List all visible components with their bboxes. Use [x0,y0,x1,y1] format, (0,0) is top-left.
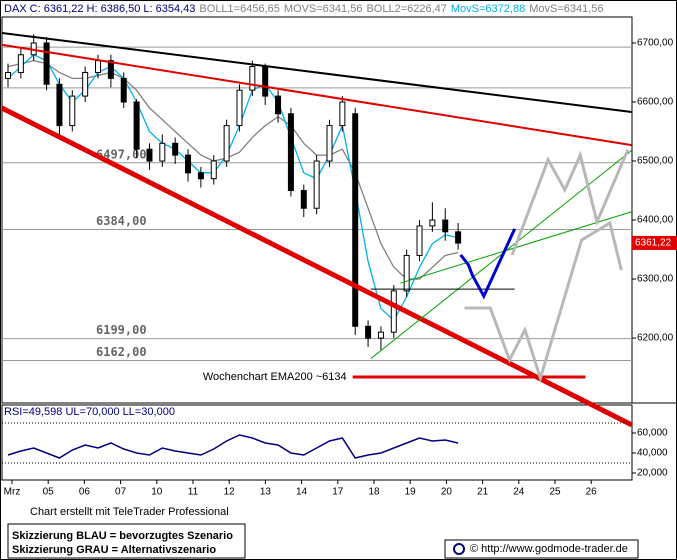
candle-body [107,60,114,79]
candle-body [313,160,320,209]
header-item: DAX C: 6361,22 H: 6386,50 L: 6354,43 [4,3,195,15]
candle-body [172,142,179,156]
rsi-panel [1,404,633,481]
scenario-path [459,228,517,300]
header-item: BOLL1=6456,65 [199,3,279,15]
candle-body [377,331,384,339]
trendline [2,31,632,114]
candle-body [197,172,204,180]
candle-body [326,125,333,162]
rsi-tick-label: 40,000 [637,448,668,459]
candle-body [133,101,140,150]
last-price-box [632,235,677,250]
y-tick-label: 6500,00 [637,156,674,167]
candle-body [275,95,282,115]
x-tick-label: 10 [151,487,163,498]
candle-body [69,95,76,127]
level-label: 6384,00 [96,214,147,228]
y-tick-label: 6300,00 [637,274,674,285]
y-tick-label: 6400,00 [637,215,674,226]
rsi-tick-label: 60,000 [637,428,668,439]
trendline [2,43,632,147]
source-icon [453,543,465,555]
candle-body [455,231,462,244]
x-tick-label: 11 [188,487,199,498]
header-item: MovS=6372,88 [451,3,525,15]
header: DAX C: 6361,22 H: 6386,50 L: 6354,43 BOLL… [4,3,604,15]
candle-body [159,142,166,162]
header-item: MovS=6341,56 [529,3,603,15]
candle-body [390,290,397,333]
candle-body [249,66,256,91]
candle-body [146,148,153,162]
source: © http://www.godmode-trader.de [470,543,628,555]
candle-body [95,60,102,73]
candle-body [56,83,63,127]
x-tick-label: 14 [296,487,308,498]
x-tick-label: 21 [477,487,489,498]
x-tick-label: Mrz [4,487,21,498]
trendline [0,105,633,428]
header-item: BOLL2=6226,47 [366,3,446,15]
scenario-path [464,220,623,384]
x-tick-label: 19 [405,487,417,498]
candle-body [339,101,346,127]
candle-body [223,125,230,162]
candle-body [43,42,50,85]
candle-body [429,219,436,227]
y-tick-label: 6200,00 [637,333,674,344]
y-tick-label: 6600,00 [637,97,674,108]
ema200-label: Wochenchart EMA200 ~6134 [203,371,347,383]
candle-body [5,71,11,79]
candle-body [403,254,410,292]
candle-body [262,66,269,97]
candle-body [300,190,307,209]
candle-body [185,154,192,174]
candle-body [416,225,423,256]
x-tick-label: 25 [549,487,561,498]
candle-body [442,219,449,233]
rsi-line [7,434,459,459]
rsi-tick-label: 20,000 [637,468,668,479]
candle-body [352,113,359,327]
x-tick-label: 17 [332,487,344,498]
credit: Chart erstellt mit TeleTrader Profession… [30,506,229,518]
candle-body [287,113,294,192]
level-label: 6199,00 [96,323,147,337]
source-box [444,539,639,559]
x-tick-label: 06 [79,487,91,498]
level-label: 6162,00 [96,345,147,359]
legend-gray: Skizzierung GRAU = Alternativszenario [12,544,216,556]
candle-body [236,89,243,127]
candle-body [82,71,89,97]
x-tick-label: 20 [441,487,453,498]
x-tick-label: 13 [260,487,272,498]
x-tick-label: 26 [586,487,598,498]
x-tick-label: 18 [368,487,380,498]
candle-body [365,325,372,339]
legend-box [7,523,246,559]
legend-blue: Skizzierung BLAU = bevorzugtes Szenario [12,530,233,542]
x-tick-label: 12 [224,487,236,498]
header-item: MOVS=6341,56 [284,3,363,15]
x-tick-label: 07 [115,487,127,498]
last-price-label: 6361,22 [635,238,672,249]
y-tick-label: 6700,00 [637,38,674,49]
x-tick-label: 05 [43,487,55,498]
scenario-path [510,149,630,256]
candle-body [210,160,217,180]
level-label: 6497,00 [96,147,147,161]
candle-body [120,77,127,103]
rsi-title: RSI=49,598 UL=70,000 LL=30,000 [4,406,175,418]
candle-body [17,54,24,73]
x-tick-label: 24 [513,487,525,498]
